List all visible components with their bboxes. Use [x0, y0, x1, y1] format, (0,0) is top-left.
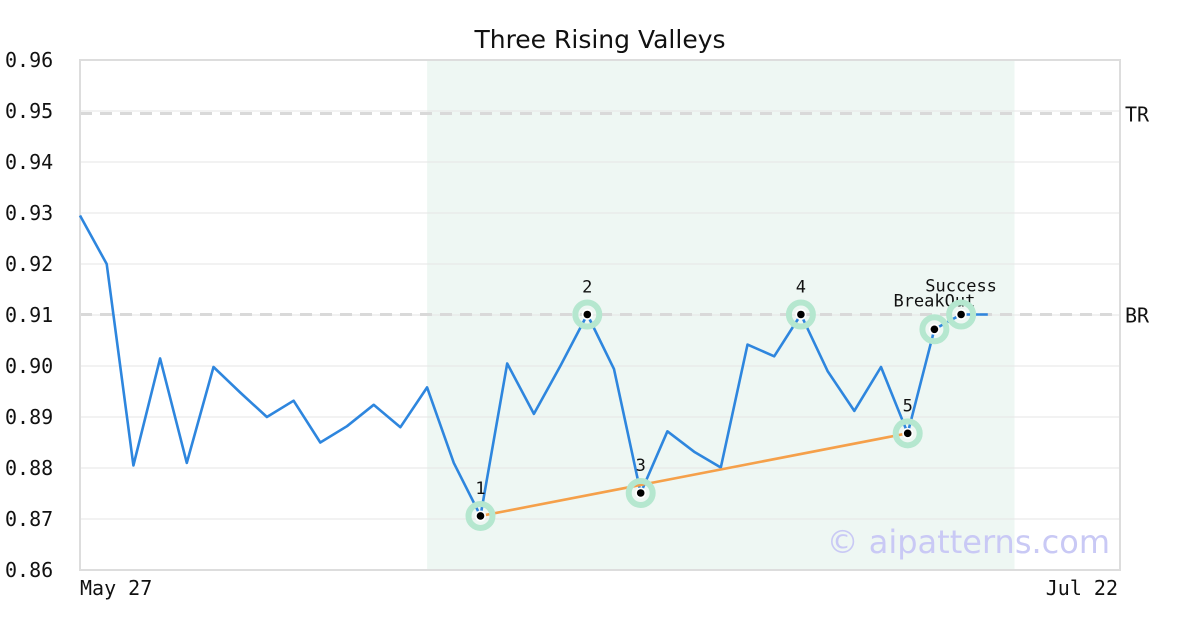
point-label-2: 2 — [582, 277, 592, 297]
y-tick-label: 0.89 — [5, 405, 53, 429]
point-ring-success — [946, 299, 977, 330]
point-label-success: Success — [925, 276, 997, 296]
y-tick-label: 0.88 — [5, 456, 53, 480]
x-tick-start: May 27 — [80, 576, 152, 600]
point-dot-2 — [583, 310, 592, 319]
watermark: © aipatterns.com — [827, 523, 1110, 561]
plot-frame — [79, 59, 1121, 571]
point-ring-3 — [625, 477, 656, 508]
y-tick-label: 0.93 — [5, 201, 53, 225]
point-ring-4 — [785, 299, 816, 330]
point-ring-2 — [572, 299, 603, 330]
y-tick-label: 0.91 — [5, 303, 53, 327]
point-dot-3 — [636, 489, 645, 497]
point-label-5: 5 — [903, 396, 913, 416]
price-series-line — [78, 214, 988, 518]
y-tick-label: 0.86 — [5, 558, 53, 582]
level-label-tr: TR — [1125, 103, 1150, 127]
point-dot-success — [957, 310, 965, 319]
chart-title: Three Rising Valleys — [473, 25, 725, 54]
point-dot-breakout — [930, 325, 939, 334]
point-label-4: 4 — [796, 277, 806, 297]
point-ring-1 — [465, 500, 496, 531]
point-ring-breakout — [919, 314, 950, 345]
point-dot-5 — [903, 429, 912, 438]
point-ring-5 — [892, 418, 923, 449]
point-dot-1 — [476, 512, 485, 520]
y-tick-label: 0.92 — [5, 252, 53, 276]
point-label-3: 3 — [636, 456, 646, 476]
y-tick-label: 0.90 — [5, 354, 53, 378]
y-tick-label: 0.87 — [5, 507, 53, 531]
level-label-br: BR — [1125, 303, 1150, 327]
y-tick-label: 0.95 — [5, 99, 53, 123]
valley-trendline — [480, 432, 908, 518]
x-tick-end: Jul 22 — [1046, 576, 1118, 600]
point-label-1: 1 — [475, 479, 485, 499]
y-tick-label: 0.96 — [5, 48, 53, 72]
point-dot-4 — [797, 310, 805, 319]
y-tick-label: 0.94 — [5, 150, 53, 174]
